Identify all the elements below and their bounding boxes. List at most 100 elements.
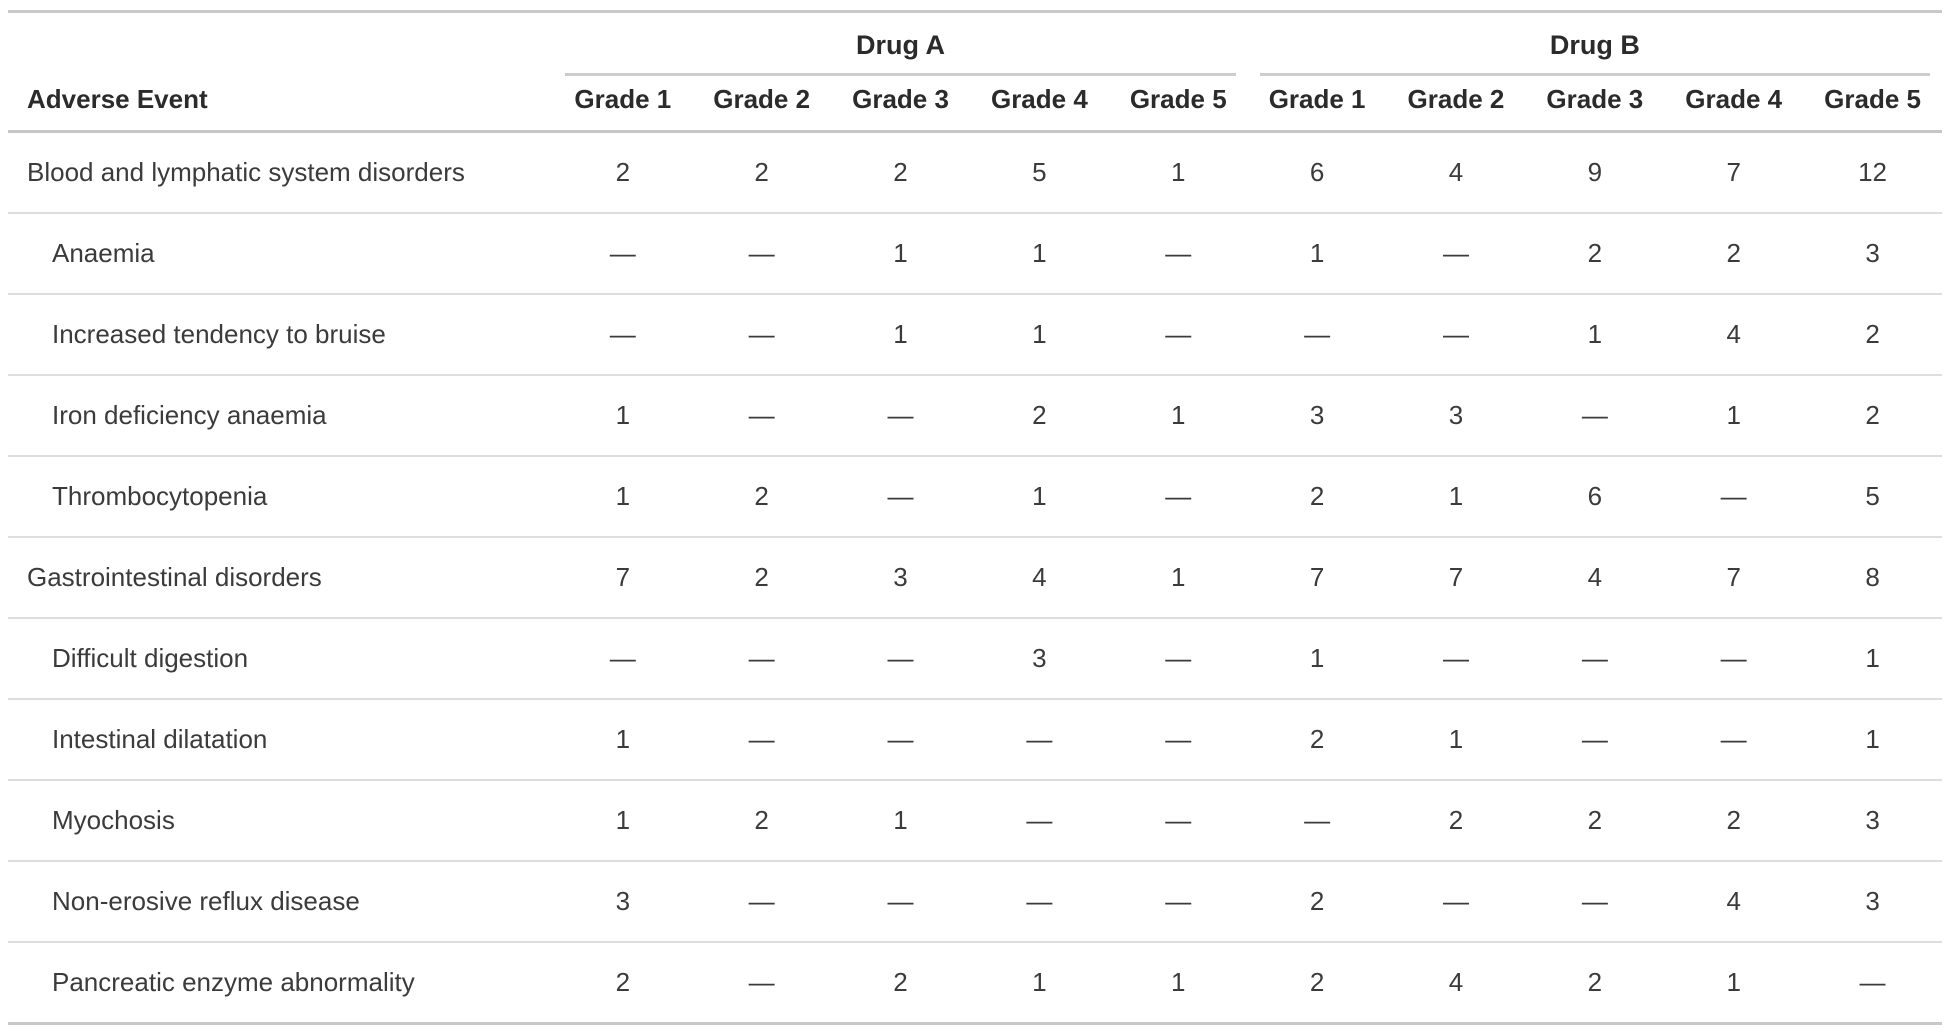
table-row-sub: Increased tendency to bruise — — 1 1 — —…: [8, 293, 1942, 375]
cell-drug-b-g2: 4: [1448, 157, 1464, 187]
cell-drug-b-g1: 1: [1247, 617, 1387, 699]
cell-drug-b-g4: —: [1664, 698, 1804, 780]
cell-drug-a-g5: —: [1108, 212, 1248, 294]
cell-drug-b-g4: 4: [1664, 860, 1804, 942]
adverse-event-label: Thrombocytopenia: [8, 455, 554, 537]
cell-drug-a-g5: —: [1108, 860, 1248, 942]
cell-drug-b-g5: 3: [1803, 212, 1942, 294]
drug-a-grade-3-header: Grade 3: [831, 76, 970, 133]
cell-drug-b-g5: 8: [1803, 536, 1942, 618]
cell-drug-a-g3: —: [831, 455, 970, 537]
cell-drug-b-g3: 9: [1587, 157, 1603, 187]
cell-drug-a-g1: 7: [553, 536, 693, 618]
adverse-event-label: Increased tendency to bruise: [8, 293, 554, 375]
cell-drug-b-g3: 1: [1525, 293, 1665, 375]
cell-drug-a-g4: 1: [969, 941, 1109, 1024]
cell-drug-b-g4: 1: [1664, 374, 1804, 456]
cell-drug-b-g2: 4: [1386, 941, 1526, 1024]
table-row-sub: Anaemia — — 1 1 — 1 — 2 2 3: [8, 212, 1942, 294]
cell-drug-a-g3: —: [831, 860, 970, 942]
cell-drug-b-g1: 2: [1247, 455, 1387, 537]
table-row-sub: Thrombocytopenia 1 2 — 1 — 2 1 6 — 5: [8, 455, 1942, 537]
cell-drug-b-g1: 1: [1247, 212, 1387, 294]
cell-drug-a-g3: 2: [893, 157, 908, 187]
cell-drug-b-g3: —: [1525, 374, 1665, 456]
drug-group-header-row: Drug A Drug B: [8, 12, 1942, 77]
cell-drug-a-g3: 1: [831, 212, 970, 294]
cell-drug-a-g5: —: [1108, 698, 1248, 780]
cell-drug-b-g4: 7: [1726, 157, 1741, 187]
drug-b-group-header: Drug B: [1248, 12, 1942, 77]
table-row-sub: Intestinal dilatation 1 — — — — 2 1 — — …: [8, 698, 1942, 780]
cell-drug-a-g3: —: [831, 617, 970, 699]
cell-drug-a-g3: 1: [831, 293, 970, 375]
table-row-sub: Pancreatic enzyme abnormality 2 — 2 1 1 …: [8, 941, 1942, 1024]
cell-drug-a-g5: 1: [1108, 941, 1248, 1024]
cell-drug-b-g4: 2: [1664, 779, 1804, 861]
drug-a-grade-4-header: Grade 4: [969, 76, 1109, 133]
cell-drug-b-g5: —: [1803, 941, 1942, 1024]
cell-drug-b-g4: —: [1664, 617, 1804, 699]
cell-drug-b-g1: —: [1247, 293, 1387, 375]
cell-drug-a-g5: 1: [1171, 157, 1186, 187]
cell-drug-b-g4: —: [1664, 455, 1804, 537]
cell-drug-a-g1: 2: [553, 941, 693, 1024]
cell-drug-b-g5: 3: [1803, 860, 1942, 942]
group-header-spacer: [8, 12, 553, 77]
cell-drug-a-g4: —: [969, 779, 1109, 861]
table-row-sub: Difficult digestion — — — 3 — 1 — — — 1: [8, 617, 1942, 699]
cell-drug-a-g5: —: [1108, 617, 1248, 699]
cell-drug-a-g3: —: [831, 374, 970, 456]
cell-drug-a-g4: 4: [969, 536, 1109, 618]
adverse-event-label: Anaemia: [8, 212, 554, 294]
cell-drug-b-g3: 4: [1525, 536, 1665, 618]
cell-drug-a-g2: 2: [692, 779, 832, 861]
cell-drug-b-g5: 5: [1803, 455, 1942, 537]
cell-drug-a-g5: 1: [1108, 536, 1248, 618]
cell-drug-a-g2: —: [692, 617, 832, 699]
cell-drug-b-g2: —: [1386, 860, 1526, 942]
cell-drug-a-g3: —: [831, 698, 970, 780]
cell-drug-b-g2: 2: [1386, 779, 1526, 861]
adverse-event-column-header: Adverse Event: [8, 76, 554, 133]
drug-b-grade-4-header: Grade 4: [1664, 76, 1804, 133]
cell-drug-a-g3: 3: [831, 536, 970, 618]
cell-drug-b-g1: 2: [1247, 698, 1387, 780]
cell-drug-a-g2: 2: [692, 536, 832, 618]
cell-drug-b-g3: —: [1525, 698, 1665, 780]
cell-drug-a-g4: 2: [969, 374, 1109, 456]
table-row-category: Blood and lymphatic system disorders 2 2…: [8, 132, 1942, 214]
cell-drug-a-g2: —: [692, 374, 832, 456]
cell-drug-b-g5: 2: [1803, 293, 1942, 375]
cell-drug-b-g4: 1: [1664, 941, 1804, 1024]
adverse-event-label: Iron deficiency anaemia: [8, 374, 554, 456]
adverse-event-label: Difficult digestion: [8, 617, 554, 699]
drug-b-grade-5-header: Grade 5: [1803, 76, 1942, 133]
cell-drug-b-g3: 2: [1525, 779, 1665, 861]
adverse-event-label: Myochosis: [8, 779, 554, 861]
cell-drug-a-g3: 2: [831, 941, 970, 1024]
cell-drug-a-g2: —: [692, 860, 832, 942]
cell-drug-a-g2: 2: [754, 157, 769, 187]
cell-drug-a-g1: 1: [553, 779, 693, 861]
cell-drug-b-g1: 7: [1247, 536, 1387, 618]
drug-b-grade-2-header: Grade 2: [1386, 76, 1526, 133]
drug-a-grade-5-header: Grade 5: [1108, 76, 1248, 133]
cell-drug-b-g4: 4: [1664, 293, 1804, 375]
cell-drug-a-g1: —: [553, 212, 693, 294]
adverse-event-label: Blood and lymphatic system disorders: [27, 157, 465, 187]
cell-drug-a-g1: 3: [553, 860, 693, 942]
cell-drug-b-g5: 1: [1803, 698, 1942, 780]
cell-drug-a-g4: 1: [969, 455, 1109, 537]
cell-drug-a-g2: —: [692, 698, 832, 780]
cell-drug-b-g1: 2: [1247, 941, 1387, 1024]
adverse-event-label: Pancreatic enzyme abnormality: [8, 941, 554, 1024]
adverse-events-table-container: Drug A Drug B Adverse Event Grade 1 Grad…: [8, 10, 1942, 1025]
cell-drug-b-g3: 6: [1525, 455, 1665, 537]
cell-drug-a-g1: —: [553, 293, 693, 375]
cell-drug-b-g1: 3: [1247, 374, 1387, 456]
cell-drug-b-g3: —: [1525, 860, 1665, 942]
cell-drug-b-g2: —: [1386, 617, 1526, 699]
cell-drug-b-g2: 3: [1386, 374, 1526, 456]
cell-drug-a-g2: 2: [692, 455, 832, 537]
